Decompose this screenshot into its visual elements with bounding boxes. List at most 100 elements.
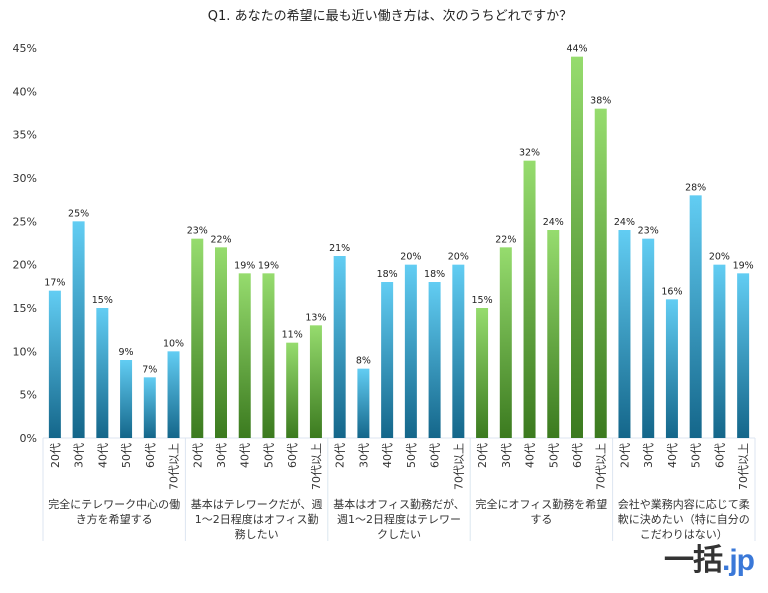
bar: [262, 273, 275, 438]
category-label: 1〜2日程度はオフィス勤: [195, 512, 319, 526]
bar: [404, 264, 417, 438]
bar: [167, 351, 180, 438]
data-label: 28%: [685, 182, 706, 193]
age-tick-label: 20代: [49, 443, 62, 468]
age-tick-label: 50代: [262, 443, 275, 468]
data-label: 19%: [234, 260, 255, 271]
bar: [499, 247, 512, 438]
y-tick-label: 20%: [13, 259, 37, 272]
data-label: 38%: [590, 96, 611, 107]
age-tick-label: 60代: [286, 443, 299, 468]
bar: [120, 360, 133, 438]
bar: [713, 264, 726, 438]
age-tick-label: 30代: [73, 443, 86, 468]
age-tick-label: 20代: [334, 443, 347, 468]
age-tick-label: 60代: [713, 443, 726, 468]
age-tick-label: 40代: [381, 443, 394, 468]
age-tick-label: 40代: [524, 443, 537, 468]
bar: [594, 108, 607, 439]
data-label: 15%: [92, 295, 113, 306]
y-tick-label: 45%: [13, 42, 37, 55]
age-tick-label: 40代: [666, 443, 679, 468]
data-label: 15%: [472, 295, 493, 306]
category-label: する: [530, 513, 552, 526]
age-tick-label: 30代: [500, 443, 513, 468]
age-tick-label: 50代: [690, 443, 703, 468]
logo-domain: .jp: [722, 544, 755, 577]
data-label: 18%: [424, 269, 445, 280]
age-tick-label: 70代以上: [737, 443, 750, 490]
y-tick-label: 30%: [13, 172, 37, 185]
y-tick-label: 25%: [13, 215, 37, 228]
category-label: こだわりはない）: [640, 528, 728, 541]
data-label: 8%: [356, 356, 371, 367]
age-tick-label: 20代: [618, 443, 631, 468]
data-label: 22%: [210, 234, 231, 245]
bar: [642, 238, 655, 438]
bar: [665, 299, 678, 438]
category-label: き方を希望する: [76, 512, 153, 526]
data-label: 18%: [377, 269, 398, 280]
bar: [737, 273, 750, 438]
bar: [523, 160, 536, 438]
y-tick-label: 5%: [20, 389, 37, 402]
bar: [618, 230, 631, 438]
data-label: 23%: [638, 226, 659, 237]
chart-title: Q1. あなたの希望に最も近い働き方は、次のうちどれですか？: [208, 8, 572, 24]
age-tick-label: 20代: [476, 443, 489, 468]
bar: [381, 282, 394, 438]
bar: [452, 264, 465, 438]
data-label: 22%: [495, 234, 516, 245]
category-label: 基本はオフィス勤務だが、: [333, 497, 465, 511]
bar: [689, 195, 702, 438]
age-tick-label: 70代以上: [595, 443, 608, 490]
age-tick-label: 60代: [429, 443, 442, 468]
age-tick-label: 20代: [191, 443, 204, 468]
age-tick-label: 50代: [547, 443, 560, 468]
category-label: 完全にテレワーク中心の働: [48, 497, 180, 511]
data-label: 19%: [258, 260, 279, 271]
y-tick-label: 10%: [13, 345, 37, 358]
age-tick-label: 50代: [405, 443, 418, 468]
logo: 一括.jp: [664, 535, 755, 579]
bar: [571, 56, 583, 439]
data-label: 24%: [543, 217, 564, 228]
bar: [191, 238, 204, 438]
data-label: 44%: [566, 44, 587, 55]
data-label: 20%: [400, 252, 421, 263]
age-tick-label: 40代: [96, 443, 109, 468]
data-label: 21%: [329, 243, 350, 254]
bar: [286, 342, 299, 438]
data-label: 19%: [733, 260, 754, 271]
data-label: 16%: [661, 286, 682, 297]
age-tick-label: 70代以上: [452, 443, 465, 490]
age-tick-label: 70代以上: [310, 443, 323, 490]
bar: [72, 221, 85, 438]
category-label: 完全にオフィス勤務を希望: [476, 497, 608, 511]
bar: [238, 273, 251, 438]
age-tick-label: 40代: [239, 443, 252, 468]
age-tick-label: 50代: [120, 443, 133, 468]
data-label: 10%: [163, 338, 184, 349]
data-label: 17%: [44, 278, 65, 289]
bar: [143, 377, 156, 438]
y-tick-label: 0%: [20, 432, 37, 445]
category-label: 軟に決めたい（特に自分の: [618, 512, 750, 526]
data-label: 32%: [519, 148, 540, 159]
y-tick-label: 40%: [13, 85, 37, 98]
category-label: 会社や業務内容に応じて柔: [618, 497, 750, 511]
data-label: 24%: [614, 217, 635, 228]
bar: [333, 256, 346, 438]
bar: [96, 308, 109, 438]
data-label: 9%: [119, 347, 134, 358]
y-tick-label: 15%: [13, 302, 37, 315]
age-tick-label: 60代: [571, 443, 584, 468]
bar: [547, 230, 560, 438]
category-label: 週1〜2日程度はテレワー: [337, 512, 461, 526]
category-label: 基本はテレワークだが、週: [191, 497, 323, 511]
category-label: 務したい: [235, 527, 279, 541]
bar: [309, 325, 322, 438]
age-tick-label: 60代: [144, 443, 157, 468]
